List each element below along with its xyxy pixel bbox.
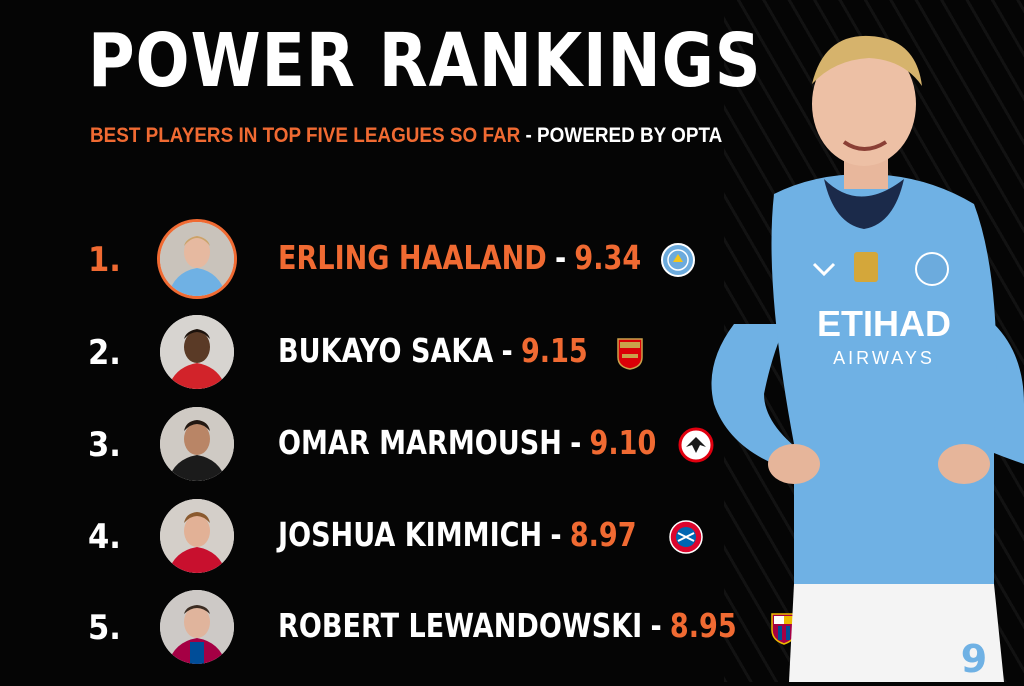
subtitle-highlight: BEST PLAYERS IN TOP FIVE LEAGUES SO FAR — [90, 124, 521, 147]
separator: - — [501, 331, 513, 370]
bayern-munich-crest-icon — [668, 519, 704, 555]
sponsor-logo-line2: AIRWAYS — [833, 348, 935, 368]
player-name: ERLING HAALAND — [278, 238, 547, 277]
manchester-city-crest-icon — [660, 242, 696, 278]
player-avatar — [160, 407, 234, 481]
ranking-line: ROBERT LEWANDOWSKI - 8.95 — [278, 606, 737, 645]
player-name: OMAR MARMOUSH — [278, 423, 562, 462]
ranking-row-3: 3. OMAR MARMOUSH - 9.10 — [0, 405, 820, 485]
player-score: 9.10 — [589, 423, 657, 462]
ranking-line: ERLING HAALAND - 9.34 — [278, 238, 641, 277]
arsenal-crest-icon — [612, 335, 648, 371]
eintracht-frankfurt-crest-icon — [678, 427, 714, 463]
ranking-row-1: 1. ERLING HAALAND - 9.34 — [0, 220, 820, 300]
separator: - — [570, 423, 582, 462]
rank-number: 5. — [88, 608, 121, 648]
separator: - — [554, 238, 567, 277]
ranking-row-5: 5. ROBERT LEWANDOWSKI - 8.95 — [0, 588, 820, 668]
player-name: BUKAYO SAKA — [278, 331, 494, 370]
barcelona-crest-icon — [766, 610, 802, 646]
player-score: 8.97 — [569, 515, 637, 554]
page-title: POWER RANKINGS — [88, 18, 762, 104]
separator: - — [550, 515, 562, 554]
player-name: JOSHUA KIMMICH — [278, 515, 543, 554]
ranking-line: OMAR MARMOUSH - 9.10 — [278, 423, 656, 462]
separator: - — [650, 606, 662, 645]
subtitle-credit: - POWERED BY OPTA — [525, 124, 723, 147]
ranking-row-2: 2. BUKAYO SAKA - 9.15 — [0, 313, 820, 393]
player-avatar — [160, 222, 234, 296]
ranking-row-4: 4. JOSHUA KIMMICH - 8.97 — [0, 497, 820, 577]
player-score: 9.15 — [520, 331, 588, 370]
page-subtitle: BEST PLAYERS IN TOP FIVE LEAGUES SO FAR … — [90, 124, 722, 148]
sponsor-logo-line1: ETIHAD — [817, 303, 951, 344]
player-avatar — [160, 590, 234, 664]
player-name: ROBERT LEWANDOWSKI — [278, 606, 643, 645]
hero-player-image: ETIHAD AIRWAYS 9 — [694, 24, 1024, 682]
player-avatar — [160, 315, 234, 389]
player-score: 8.95 — [669, 606, 737, 645]
shirt-number: 9 — [961, 637, 987, 681]
player-score: 9.34 — [574, 238, 642, 277]
player-avatar — [160, 499, 234, 573]
rank-number: 4. — [88, 517, 121, 557]
ranking-line: JOSHUA KIMMICH - 8.97 — [278, 515, 637, 554]
rank-number: 2. — [88, 333, 121, 373]
rank-number: 3. — [88, 425, 121, 465]
ranking-line: BUKAYO SAKA - 9.15 — [278, 331, 588, 370]
rank-number: 1. — [88, 240, 121, 280]
